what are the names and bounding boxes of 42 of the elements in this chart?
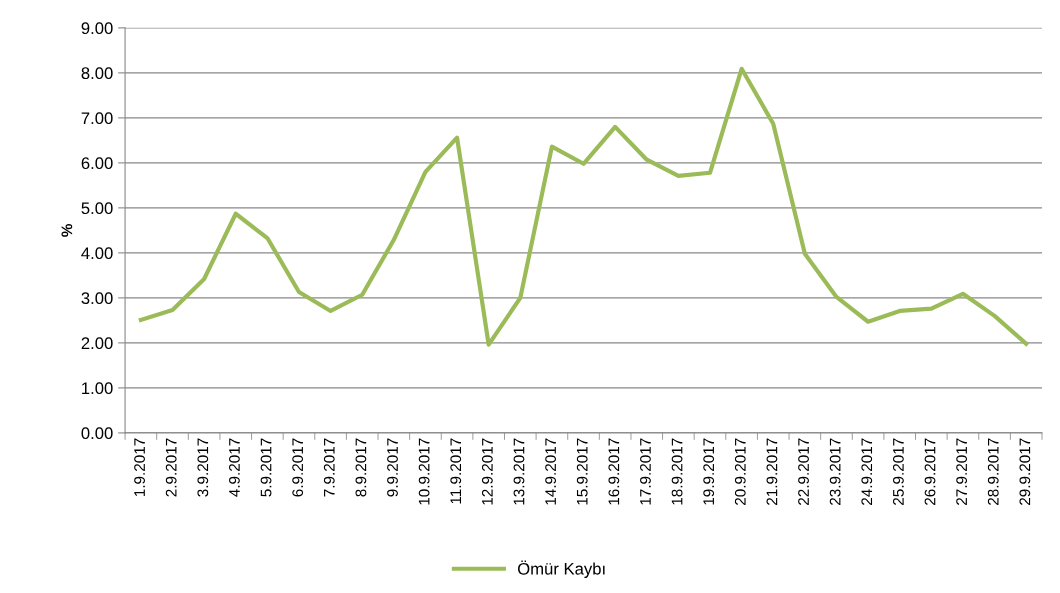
x-tick-label: 8.9.2017 [355, 438, 367, 497]
y-tick-label: 1.00 [82, 382, 113, 395]
x-tick-label: 12.9.2017 [481, 438, 493, 505]
x-tick-label: 1.9.2017 [134, 438, 145, 497]
x-tick-label: 28.9.2017 [987, 438, 999, 505]
y-axis-title: % [61, 223, 73, 237]
x-tick-label: 6.9.2017 [292, 438, 304, 497]
x-tick-label: 3.9.2017 [197, 438, 209, 497]
x-tick-label: 17.9.2017 [640, 438, 651, 505]
legend-label: Ömür Kaybı [518, 560, 605, 578]
x-tick-label: 7.9.2017 [323, 438, 335, 497]
y-tick-label: 9.00 [81, 22, 113, 35]
x-tick-label: 25.9.2017 [892, 438, 904, 505]
y-tick-label: 6.00 [81, 157, 113, 170]
x-tick-label: 26.9.2017 [924, 438, 936, 505]
x-tick-label: 20.9.2017 [734, 438, 746, 505]
y-tick-label: 5.00 [81, 202, 113, 215]
x-tick-label: 4.9.2017 [229, 438, 240, 497]
x-tick-label: 14.9.2017 [545, 438, 557, 505]
x-tick-label: 11.9.2017 [450, 438, 462, 504]
x-tick-label: 21.9.2017 [766, 438, 778, 505]
x-tick-label: 23.9.2017 [829, 438, 841, 505]
x-tick-label: 29.9.2017 [1019, 438, 1031, 505]
x-tick-label: 19.9.2017 [703, 438, 715, 505]
x-tick-label: 10.9.2017 [418, 438, 430, 505]
line-series [138, 66, 1029, 347]
x-tick-label: 24.9.2017 [861, 438, 873, 505]
x-tick-label: 22.9.2017 [798, 438, 809, 505]
x-tick-label: 9.9.2017 [387, 438, 398, 497]
y-tick-label: 2.00 [81, 337, 113, 350]
x-tick-label: 15.9.2017 [576, 438, 588, 505]
y-tick-label: 0.00 [81, 427, 113, 440]
y-tick-label: 4.00 [81, 247, 113, 260]
x-tick-label: 2.9.2017 [165, 438, 177, 497]
x-tick-label: 18.9.2017 [671, 438, 683, 505]
y-tick-label: 8.00 [81, 67, 113, 80]
x-tick-label: 13.9.2017 [513, 438, 525, 505]
y-tick-label: 7.00 [81, 112, 113, 125]
x-tick-label: 16.9.2017 [608, 438, 620, 505]
x-tick-label: 27.9.2017 [956, 438, 968, 505]
x-tick-label: 5.9.2017 [260, 438, 272, 497]
y-tick-label: 3.00 [81, 292, 113, 305]
